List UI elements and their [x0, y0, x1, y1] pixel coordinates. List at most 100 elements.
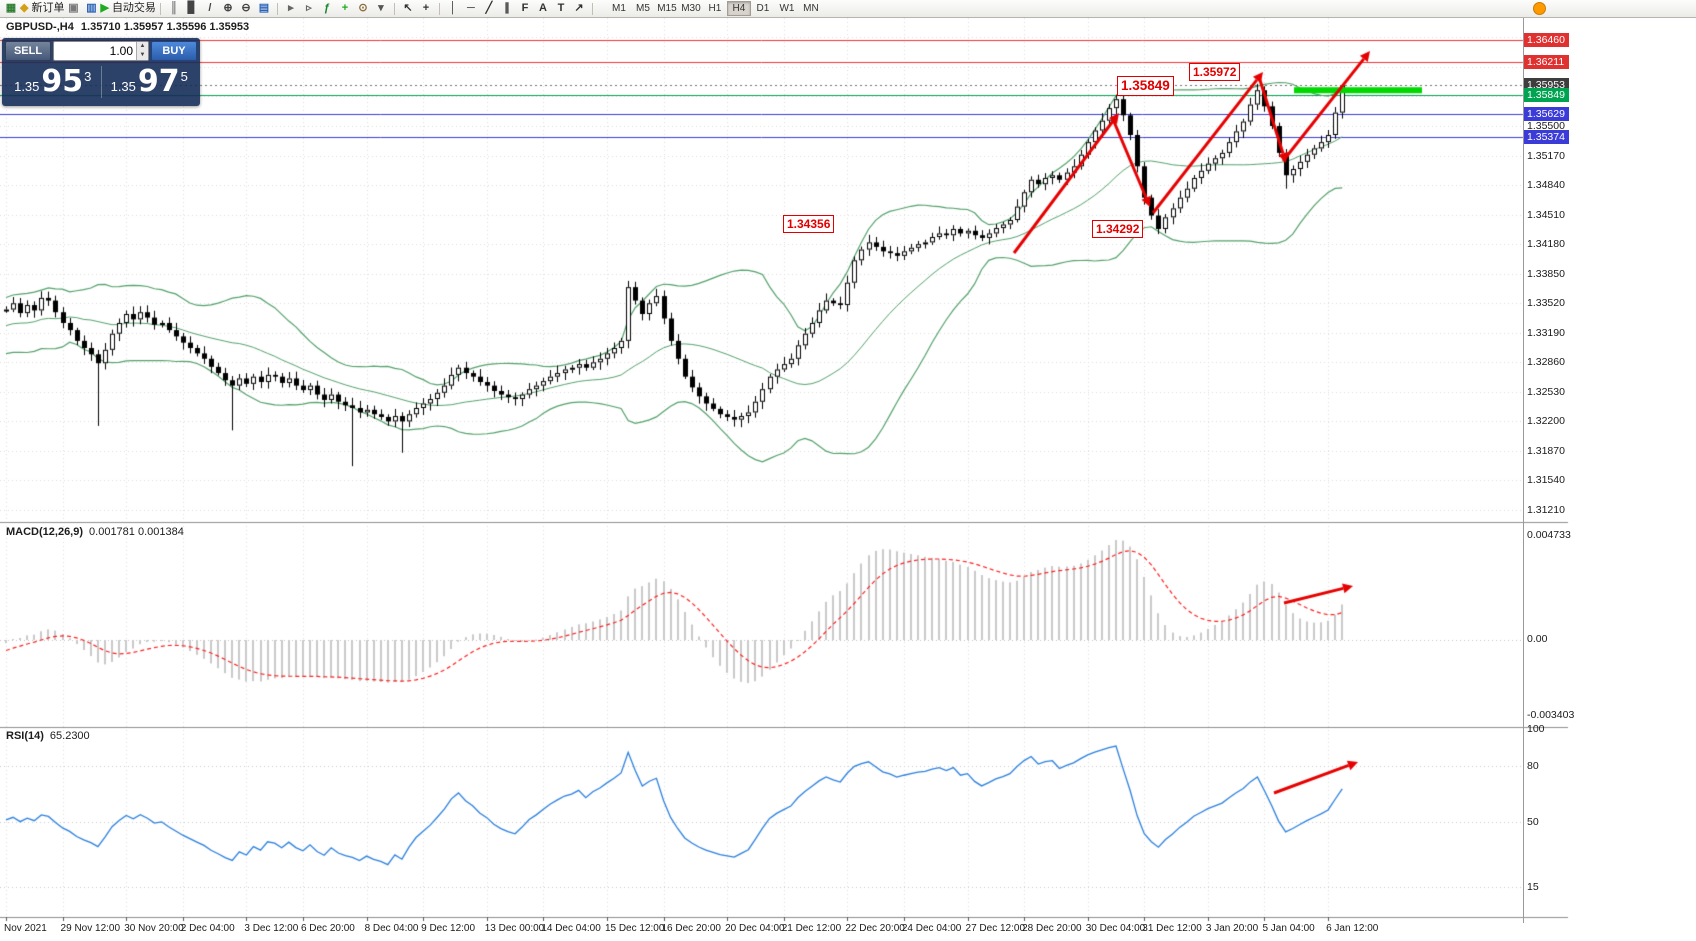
price-annotation[interactable]: 1.35849: [1117, 76, 1174, 96]
rsi-axis-label: 15: [1527, 881, 1539, 894]
new-chart-icon[interactable]: ▦: [2, 1, 20, 16]
timeframe-mn[interactable]: MN: [799, 1, 823, 16]
market-watch-icon-glyph: ▥: [86, 2, 97, 14]
new-order-button[interactable]: ◆ 新订单: [20, 1, 64, 16]
timeframe-m5[interactable]: M5: [631, 1, 655, 16]
zoom-out-icon-glyph: ⊖: [241, 2, 251, 14]
buy-button[interactable]: BUY: [151, 41, 197, 61]
crosshair-icon[interactable]: +: [417, 1, 435, 16]
time-axis-label: 3 Jan 20:00: [1205, 923, 1259, 934]
bar-chart-icon[interactable]: ║: [165, 1, 183, 16]
time-axis-label: 6 Jan 12:00: [1326, 923, 1379, 934]
timeframe-h1[interactable]: H1: [703, 1, 727, 16]
time-axis-label: 29 Nov 12:00: [60, 923, 121, 934]
fibonacci-icon[interactable]: F: [516, 1, 534, 16]
market-watch-icon[interactable]: ▥: [82, 1, 100, 16]
alert-icon[interactable]: [1533, 2, 1546, 15]
price-badge: 1.35849: [1524, 87, 1569, 102]
price-axis-label: 1.34510: [1527, 208, 1565, 221]
templates-icon[interactable]: ▾: [372, 1, 390, 16]
price-badge: 1.35629: [1524, 107, 1569, 122]
periods-icon[interactable]: ⊙: [354, 1, 372, 16]
volume-down-icon[interactable]: ▼: [137, 51, 148, 60]
indicators-icon-glyph: ƒ: [323, 2, 330, 14]
price-badge: 1.35374: [1524, 130, 1569, 145]
time-axis-label: 20 Dec 04:00: [725, 923, 785, 934]
time-axis-label: 27 Dec 12:00: [965, 923, 1026, 934]
indicators-icon[interactable]: ƒ: [318, 1, 336, 16]
main-toolbar: ▦ ◆ 新订单 ▣ ▥ ▶ 自动交易 ║ ▊ / ⊕ ⊖ ▤ ▸ ▹ ƒ + ⊙ ▾ ↖ + │ ─ ╱ ∥ F A T ↗ M1 M5 M…: [0, 0, 1696, 18]
price-axis-label: 1.34180: [1527, 238, 1565, 251]
timeframe-m30[interactable]: M30: [679, 1, 703, 16]
trendline-icon-glyph: ╱: [485, 2, 493, 14]
timeframe-m15[interactable]: M15: [655, 1, 679, 16]
new-chart-icon-glyph: ▦: [5, 2, 17, 14]
horizontal-line-icon[interactable]: ─: [462, 1, 480, 16]
autotrade-button[interactable]: ▶ 自动交易: [100, 1, 155, 16]
price-axis-label: 1.32860: [1527, 356, 1565, 369]
toolbar-separator: [276, 2, 278, 15]
crosshair-icon-glyph: +: [422, 2, 430, 14]
price-axis-label: 1.31210: [1527, 504, 1565, 517]
timeframe-w1[interactable]: W1: [775, 1, 799, 16]
sell-price-sup: 3: [84, 69, 92, 84]
timeframe-h4[interactable]: H4: [726, 1, 751, 16]
add-indicator-icon[interactable]: +: [336, 1, 354, 16]
zoom-out-icon[interactable]: ⊖: [237, 1, 255, 16]
auto-scroll-icon[interactable]: ▸: [282, 1, 300, 16]
rsi-value: 65.2300: [49, 730, 90, 742]
vertical-line-icon-glyph: │: [449, 2, 457, 14]
rsi-axis-label: 80: [1527, 760, 1539, 773]
time-axis-label: 21 Dec 12:00: [781, 923, 842, 934]
chart-shift-icon[interactable]: ▹: [300, 1, 318, 16]
time-axis[interactable]: Nov 2021 29 Nov 12:00 30 Nov 20:00 2 Dec 04…: [0, 919, 1523, 941]
price-axis-label: 1.33190: [1527, 326, 1565, 339]
timeframe-d1[interactable]: D1: [751, 1, 775, 16]
trade-prices-row: 1.35 95 3 1.35 97 5: [5, 61, 197, 103]
price-annotation[interactable]: 1.34356: [783, 215, 835, 233]
volume-value[interactable]: 1.00: [109, 44, 133, 58]
trendline-icon[interactable]: ╱: [480, 1, 498, 16]
sell-button[interactable]: SELL: [5, 41, 51, 61]
label-icon[interactable]: T: [552, 1, 570, 16]
price-axis[interactable]: 1.35500 1.35170 1.34840 1.34510 1.34180 1.338…: [1523, 18, 1574, 923]
autotrade-button-glyph: ▶: [100, 2, 109, 14]
toolbar-separator: [393, 2, 395, 15]
zoom-in-icon[interactable]: ⊕: [219, 1, 237, 16]
channel-icon[interactable]: ∥: [498, 1, 516, 16]
timeframe-m1[interactable]: M1: [607, 1, 631, 16]
templates-icon-glyph: ▾: [378, 2, 384, 14]
profiles-icon[interactable]: ▣: [64, 1, 82, 16]
time-axis-label: 8 Dec 04:00: [364, 923, 419, 934]
cursor-icon-glyph: ↖: [403, 2, 413, 14]
time-axis-label: 5 Jan 04:00: [1262, 923, 1315, 934]
text-icon[interactable]: A: [534, 1, 552, 16]
trade-controls-row: SELL 1.00 ▲ ▼ BUY: [5, 41, 197, 61]
sell-price[interactable]: 1.35 95 3: [5, 65, 101, 99]
price-axis-label: 1.31870: [1527, 444, 1565, 457]
tile-windows-icon[interactable]: ▤: [255, 1, 273, 16]
price-annotation[interactable]: 1.34292: [1092, 220, 1144, 238]
toolbar-icons: ▦ ◆ 新订单 ▣ ▥ ▶ 自动交易 ║ ▊ / ⊕ ⊖ ▤ ▸ ▹ ƒ + ⊙ ▾ ↖ + │ ─ ╱ ∥ F A T ↗: [2, 0, 597, 17]
volume-field[interactable]: 1.00 ▲ ▼: [53, 41, 149, 61]
buy-price-big: 97: [137, 64, 180, 99]
toolbar-separator: [159, 2, 161, 15]
time-axis-label: 30 Dec 04:00: [1085, 923, 1146, 934]
time-axis-label: 24 Dec 04:00: [901, 923, 962, 934]
chart-shift-icon-glyph: ▹: [306, 2, 312, 14]
timeframe-toolbar: M1 M5 M15 M30 H1 H4 D1 W1 MN: [607, 1, 823, 16]
buy-price[interactable]: 1.35 97 5: [102, 65, 198, 99]
macd-axis-label: -0.003403: [1527, 709, 1575, 721]
rsi-axis-label: 100: [1527, 723, 1545, 735]
zoom-in-icon-glyph: ⊕: [223, 2, 233, 14]
rsi-axis-label: 50: [1527, 816, 1539, 828]
price-annotation[interactable]: 1.35972: [1189, 63, 1241, 81]
candlestick-icon[interactable]: ▊: [183, 1, 201, 16]
volume-up-icon[interactable]: ▲: [137, 42, 148, 51]
macd-name: MACD(12,26,9): [6, 526, 84, 538]
vertical-line-icon[interactable]: │: [444, 1, 462, 16]
line-chart-icon[interactable]: /: [201, 1, 219, 16]
arrows-icon[interactable]: ↗: [570, 1, 588, 16]
cursor-icon[interactable]: ↖: [399, 1, 417, 16]
